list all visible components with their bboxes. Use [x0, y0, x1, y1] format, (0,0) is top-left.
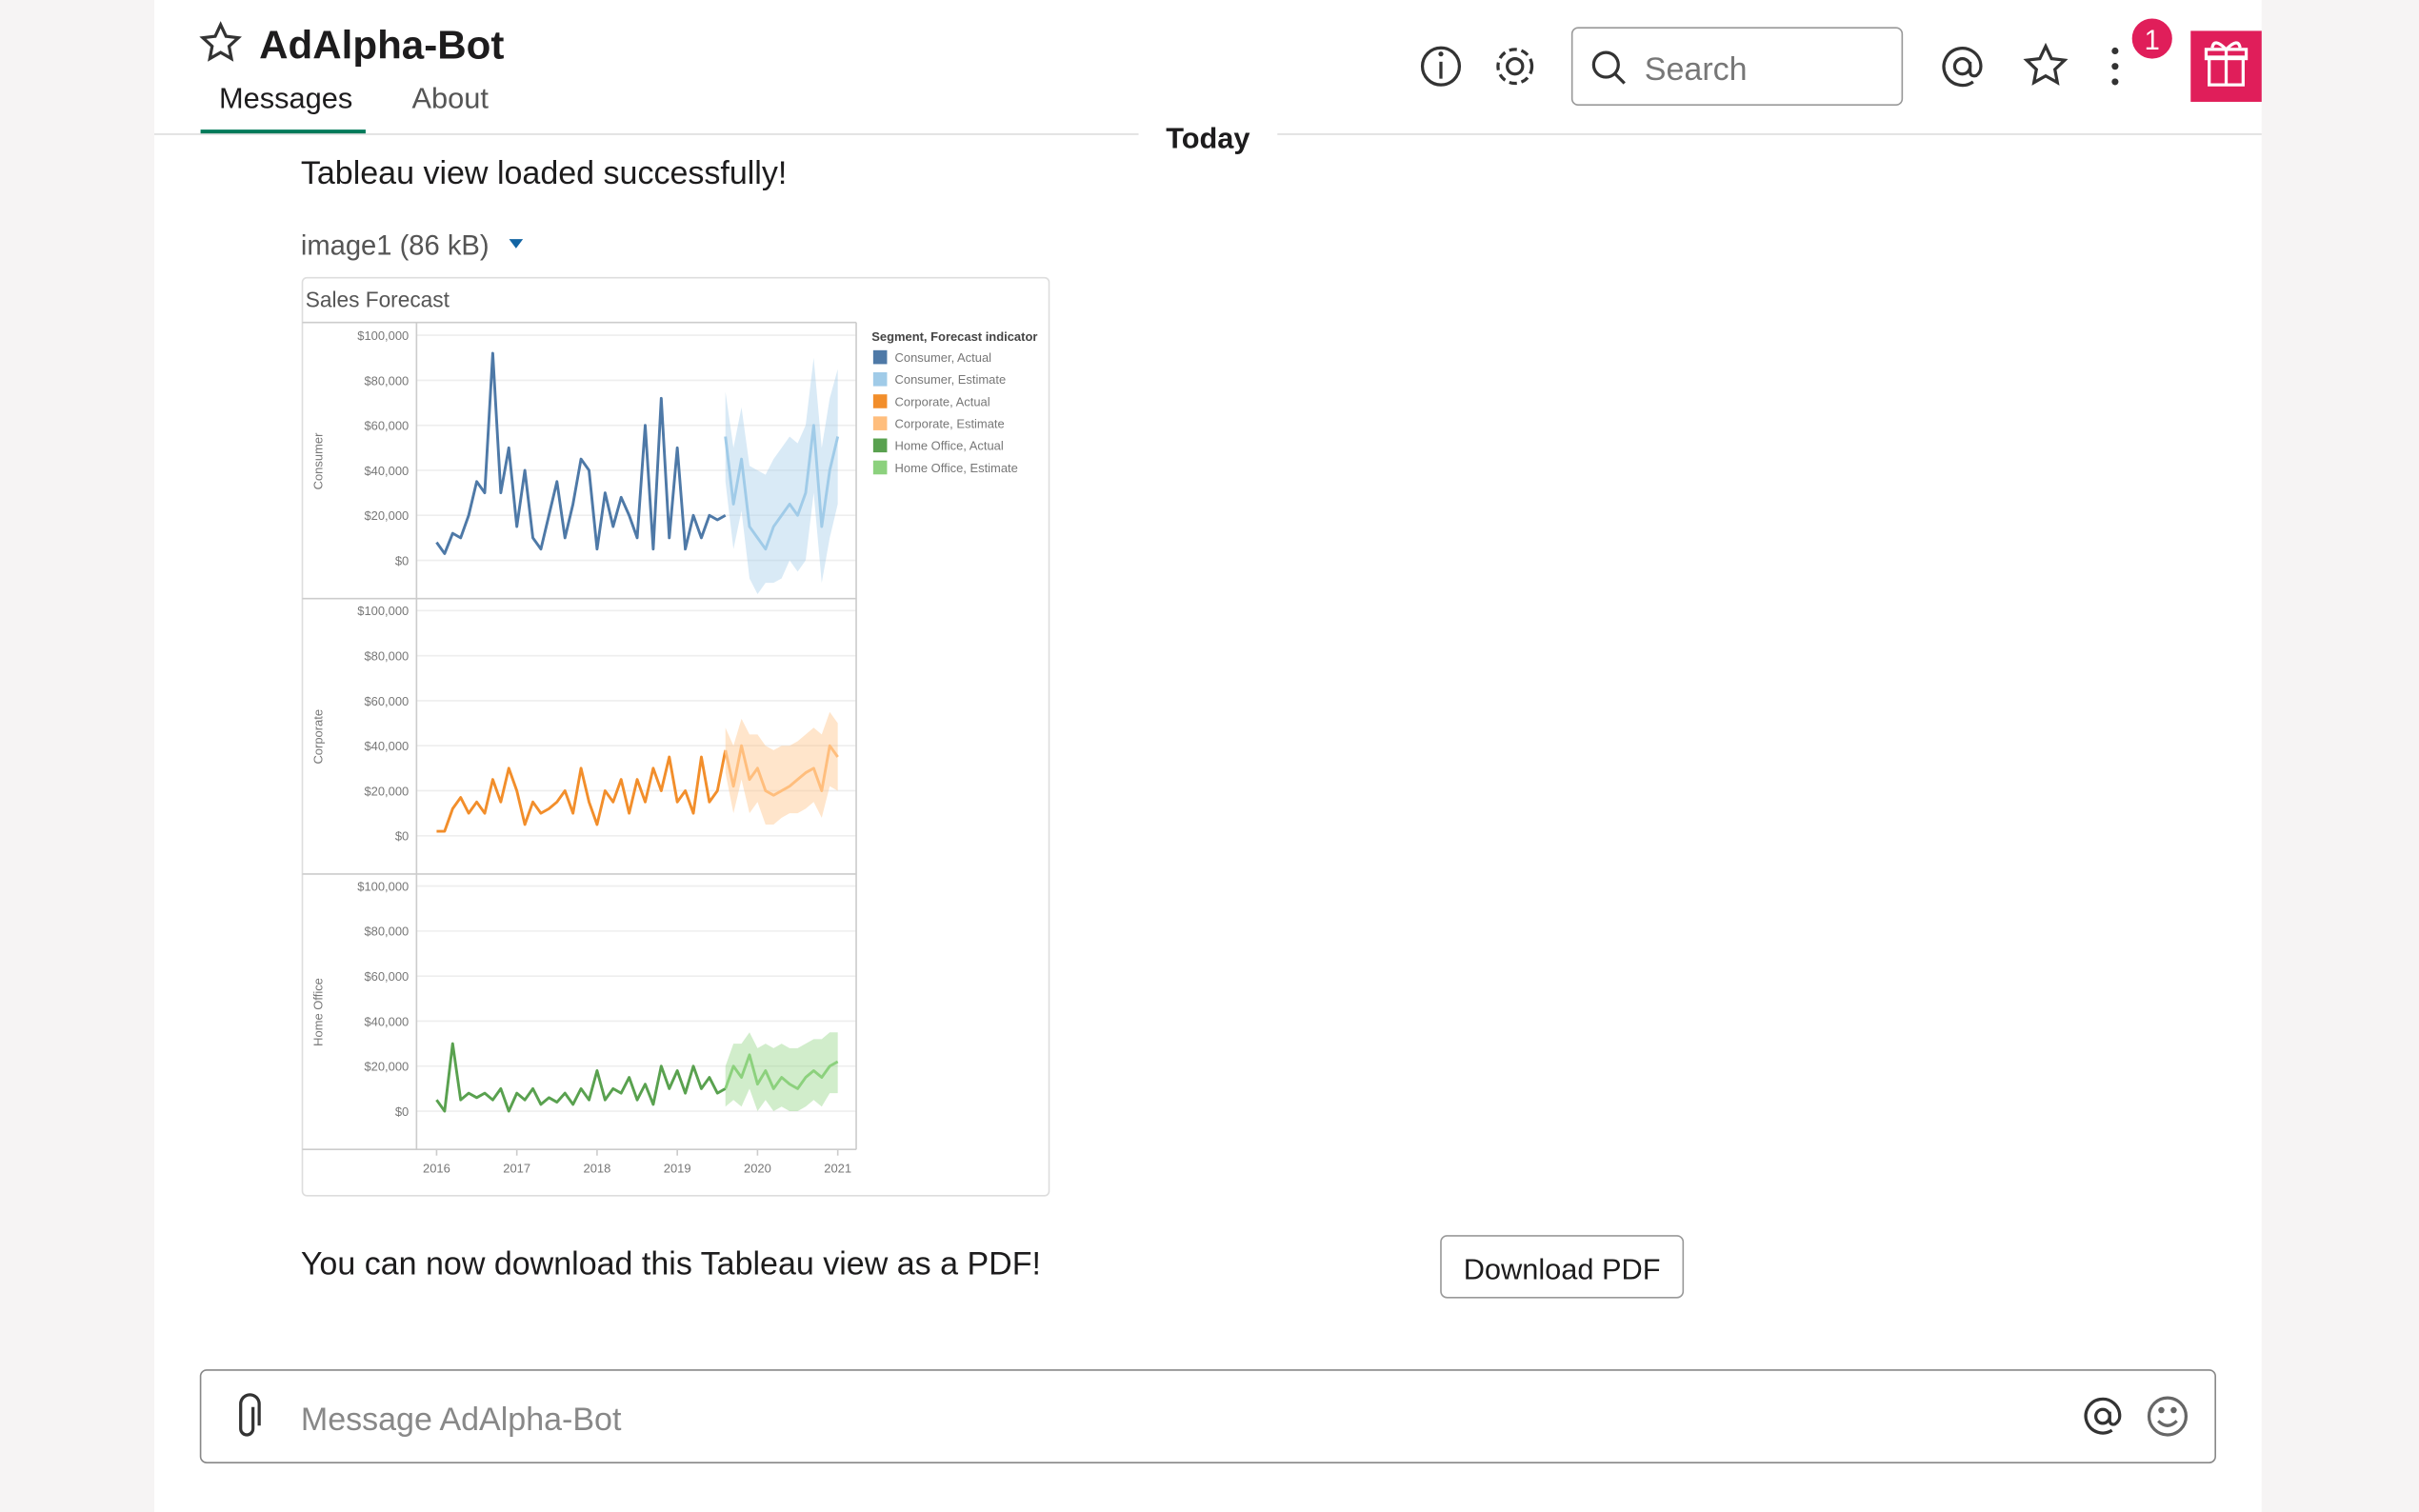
y-tick-label: $80,000 — [364, 648, 409, 663]
forecast-band — [725, 1032, 838, 1112]
legend-title: Segment, Forecast indicator — [871, 329, 1037, 344]
x-tick-label: 2017 — [503, 1162, 530, 1176]
legend-swatch — [872, 349, 888, 365]
date-divider: Today — [1166, 122, 1249, 155]
legend-label: Consumer, Estimate — [895, 372, 1007, 387]
x-tick-label: 2016 — [423, 1162, 450, 1176]
composer[interactable] — [199, 1369, 2216, 1463]
image-frame — [301, 276, 1050, 1197]
x-tick-label: 2021 — [824, 1162, 851, 1176]
divider-bg — [1138, 110, 1278, 158]
download-button-label: Download PDF — [1464, 1252, 1661, 1285]
badge-count: 1 — [2145, 26, 2160, 56]
y-tick-label: $0 — [395, 553, 409, 567]
facet-label: Home Office — [311, 978, 326, 1046]
series-line — [435, 351, 727, 555]
channel-title: AdAlpha-Bot — [259, 23, 504, 68]
mention-button[interactable] — [2084, 1397, 2122, 1435]
message-text: Tableau view loaded successfully! — [301, 155, 787, 191]
legend-label: Corporate, Actual — [895, 394, 990, 408]
more-icon[interactable] — [2111, 47, 2119, 86]
message-text: You can now download this Tableau view a… — [301, 1245, 1041, 1282]
y-tick-label: $100,000 — [357, 328, 409, 343]
download-button[interactable] — [1440, 1235, 1685, 1299]
y-tick-label: $60,000 — [364, 419, 409, 433]
tab-messages[interactable]: Messages — [219, 81, 352, 114]
gift-icon — [2204, 41, 2249, 87]
attachment-toggle[interactable] — [509, 239, 524, 249]
mentions-icon[interactable] — [1942, 47, 1983, 88]
chart-title: Sales Forecast — [306, 287, 450, 311]
search-box[interactable] — [1570, 27, 1904, 106]
y-tick-label: $60,000 — [364, 694, 409, 708]
legend-swatch — [872, 438, 888, 453]
x-tick-label: 2018 — [584, 1162, 611, 1176]
series-line — [435, 1042, 727, 1113]
y-tick-label: $20,000 — [364, 784, 409, 798]
legend-label: Consumer, Actual — [895, 350, 992, 365]
y-tick-label: $20,000 — [364, 1060, 409, 1074]
search-icon — [1591, 50, 1626, 85]
composer-placeholder: Message AdAlpha-Bot — [301, 1402, 622, 1438]
badge — [2129, 15, 2176, 62]
legend-swatch — [872, 416, 888, 430]
y-tick-label: $100,000 — [357, 604, 409, 618]
series-line — [436, 749, 728, 833]
legend-swatch — [872, 460, 888, 475]
y-tick-label: $60,000 — [364, 969, 409, 984]
x-tick-label: 2020 — [744, 1162, 771, 1176]
facet-label: Consumer — [311, 432, 326, 489]
forecast-band — [725, 711, 838, 825]
legend-swatch — [872, 394, 888, 408]
y-tick-label: $80,000 — [364, 925, 409, 939]
facet-label: Corporate — [311, 709, 326, 765]
starred-icon[interactable] — [2023, 42, 2069, 86]
y-tick-label: $0 — [395, 829, 409, 844]
x-tick-label: 2019 — [664, 1162, 691, 1176]
legend-swatch — [872, 372, 888, 387]
y-tick-label: $20,000 — [364, 508, 409, 523]
series-line — [724, 424, 840, 551]
legend-label: Home Office, Estimate — [895, 461, 1018, 475]
attach-icon[interactable] — [239, 1393, 261, 1437]
series-line — [724, 744, 839, 797]
emoji-button[interactable] — [2147, 1396, 2189, 1437]
info-icon[interactable] — [1420, 46, 1462, 87]
search-placeholder: Search — [1645, 51, 1748, 88]
star-icon[interactable] — [199, 21, 242, 62]
attachment-name[interactable]: image1 (86 kB) — [301, 230, 490, 261]
settings-icon[interactable] — [1496, 48, 1534, 86]
tab-underline — [200, 129, 366, 134]
y-tick-label: $40,000 — [364, 1014, 409, 1028]
y-tick-label: $100,000 — [357, 879, 409, 893]
y-tick-label: $40,000 — [364, 464, 409, 478]
forecast-band — [725, 357, 838, 594]
y-tick-label: $0 — [395, 1104, 409, 1119]
chart: Sales Forecast Consumer $0 $20,000 $40,000 $6… — [302, 287, 1037, 1176]
series-line — [724, 1053, 839, 1090]
y-tick-label: $80,000 — [364, 373, 409, 388]
tab-about[interactable]: About — [412, 81, 490, 114]
legend-label: Home Office, Actual — [895, 439, 1004, 453]
y-tick-label: $40,000 — [364, 739, 409, 753]
legend-label: Corporate, Estimate — [895, 416, 1005, 430]
